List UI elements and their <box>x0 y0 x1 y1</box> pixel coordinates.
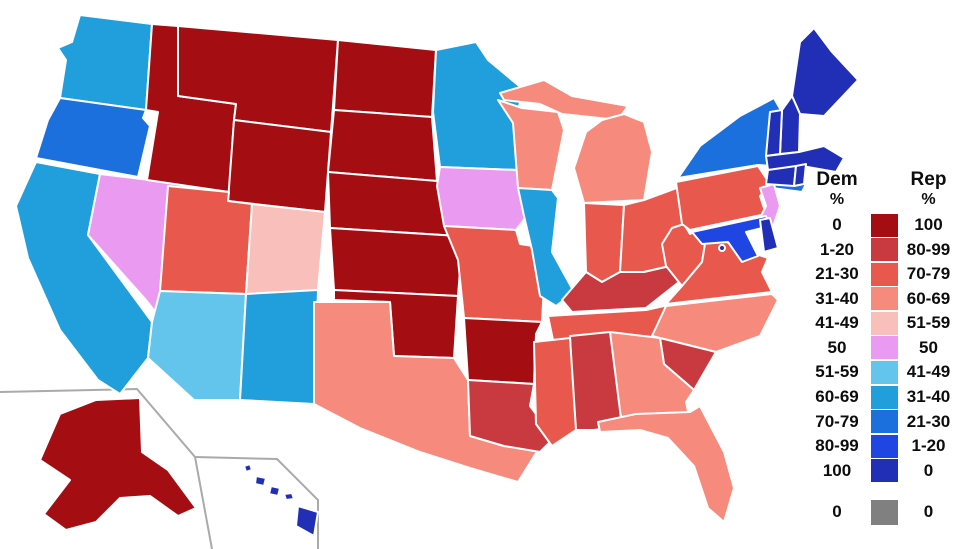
alaska-inset-border <box>0 387 213 549</box>
legend-dem-label: 31-40 <box>815 288 859 308</box>
legend-rep-label: 80-99 <box>906 239 951 259</box>
state-pennsylvania <box>675 165 771 231</box>
legend: Dem % Rep % 0 100 1-20 80-99 21-30 70-79 31-40… <box>808 169 958 525</box>
legend-row: 50 50 <box>808 336 958 361</box>
state-hawaii-kauai <box>243 463 253 473</box>
state-indiana <box>583 202 625 283</box>
state-new-mexico <box>239 289 319 405</box>
legend-dem-header: Dem % <box>808 169 866 208</box>
legend-rep-unit: % <box>921 190 936 208</box>
legend-rep-label: 51-59 <box>906 313 951 333</box>
legend-dem-label: 51-59 <box>815 362 859 382</box>
legend-rep-label: 50 <box>919 337 938 357</box>
state-arizona <box>147 290 247 401</box>
legend-dem-label: 41-49 <box>815 313 859 333</box>
legend-rows: 0 100 1-20 80-99 21-30 70-79 31-40 60-69 41-49 51… <box>808 213 958 483</box>
state-connecticut <box>765 165 797 187</box>
legend-swatch <box>871 213 898 237</box>
legend-rep-label: 0 <box>923 460 934 480</box>
legend-dem-label: 80-99 <box>815 436 859 456</box>
legend-rep-title: Rep <box>910 169 947 190</box>
legend-swatch <box>871 410 898 434</box>
state-district-of-columbia-marker <box>718 244 726 252</box>
state-maine <box>791 27 859 117</box>
legend-row: 31-40 60-69 <box>808 286 958 311</box>
state-hawaii-oahu <box>254 475 267 487</box>
legend-row: 21-30 70-79 <box>808 262 958 287</box>
state-mississippi <box>533 337 577 447</box>
legend-dem-label: 50 <box>827 337 847 357</box>
legend-rep-label: 60-69 <box>906 288 951 308</box>
state-north-carolina <box>651 293 779 353</box>
legend-swatch <box>871 385 898 409</box>
legend-swatch <box>871 287 898 311</box>
hawaii-inset-border <box>194 456 319 549</box>
state-colorado <box>245 203 326 295</box>
legend-row: 80-99 1-20 <box>808 434 958 459</box>
legend-row: 100 0 <box>808 458 958 483</box>
state-alaska <box>39 397 197 531</box>
legend-swatch <box>871 459 898 483</box>
legend-row: 0 100 <box>808 213 958 238</box>
legend-rep-label: 100 <box>914 215 943 235</box>
legend-swatch <box>871 311 898 335</box>
legend-dem-unit: % <box>829 190 845 208</box>
legend-header: Dem % Rep % <box>808 169 958 208</box>
state-utah <box>159 185 253 295</box>
legend-swatch <box>871 360 898 384</box>
legend-rep-header: Rep % <box>901 169 956 208</box>
legend-dem-label: 21-30 <box>815 264 859 284</box>
legend-none-dem-label: 0 <box>832 502 842 522</box>
state-arkansas <box>463 317 543 385</box>
legend-rep-label: 21-30 <box>906 411 951 431</box>
legend-rep-label: 70-79 <box>906 264 951 284</box>
legend-dem-label: 60-69 <box>815 387 859 406</box>
state-michigan <box>573 113 653 204</box>
state-louisiana <box>467 379 555 453</box>
legend-rep-label: 31-40 <box>906 387 951 406</box>
legend-dem-label: 70-79 <box>815 411 859 431</box>
legend-swatch <box>871 262 898 286</box>
legend-rep-label: 41-49 <box>906 362 951 382</box>
state-north-dakota <box>333 39 437 118</box>
legend-swatch <box>871 434 898 458</box>
legend-header-spacer <box>866 170 901 208</box>
legend-none-swatch <box>871 499 898 525</box>
state-oregon <box>35 97 151 178</box>
state-delaware <box>759 217 779 253</box>
legend-none-rep-label: 0 <box>923 502 934 522</box>
legend-dem-label: 1-20 <box>819 239 855 259</box>
legend-row: 60-69 31-40 <box>808 385 958 410</box>
state-florida <box>597 405 735 523</box>
legend-swatch <box>871 336 898 360</box>
state-hawaii-big-island <box>295 505 319 537</box>
state-wisconsin <box>497 99 565 191</box>
legend-swatch <box>871 238 898 262</box>
legend-none-row: 0 0 <box>808 499 958 525</box>
legend-rep-label: 1-20 <box>911 436 946 456</box>
legend-row: 1-20 80-99 <box>808 237 958 262</box>
legend-dem-title: Dem <box>816 169 858 190</box>
legend-dem-label: 0 <box>832 215 842 235</box>
state-south-dakota <box>327 109 438 182</box>
state-kansas <box>329 227 463 297</box>
legend-row: 51-59 41-49 <box>808 360 958 385</box>
state-rhode-island <box>793 163 807 187</box>
state-wyoming <box>227 119 332 213</box>
legend-dem-label: 100 <box>822 460 852 480</box>
legend-row: 41-49 51-59 <box>808 311 958 336</box>
legend-row: 70-79 21-30 <box>808 409 958 434</box>
state-washington <box>57 14 153 111</box>
state-hawaii-molokai <box>268 485 281 497</box>
state-hawaii-maui <box>283 492 295 501</box>
state-iowa <box>436 166 528 231</box>
